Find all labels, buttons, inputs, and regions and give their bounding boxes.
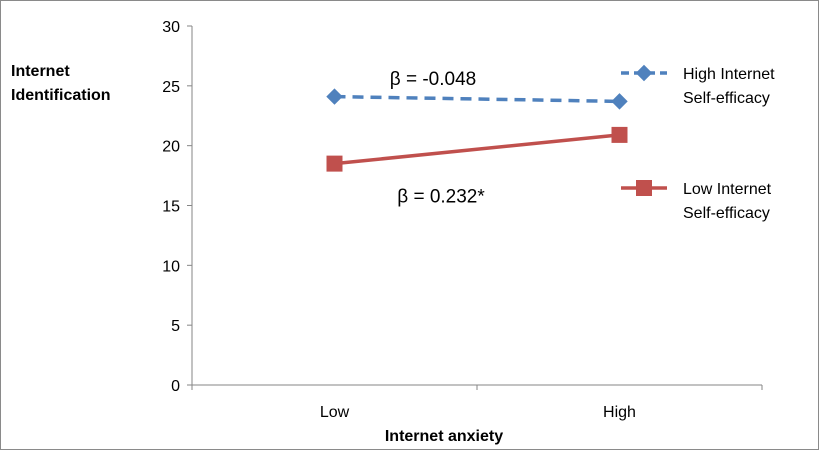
series-1 <box>326 88 628 110</box>
y-tick-label: 20 <box>162 139 180 156</box>
legend: High Internet Self-efficacy Low Internet Se… <box>621 64 775 222</box>
x-axis-title: Internet anxiety <box>385 428 503 445</box>
data-point <box>326 155 343 172</box>
y-tick-label: 0 <box>171 378 180 395</box>
series-layer <box>326 88 628 172</box>
legend-label: Self-efficacy <box>683 205 770 222</box>
x-tick-label: High <box>603 404 636 421</box>
annotation-layer: β = -0.048 β = 0.232* <box>390 69 486 207</box>
beta-annotation: β = -0.048 <box>390 69 476 90</box>
y-axis-title-line-1: Internet <box>11 63 70 80</box>
data-point <box>611 93 628 110</box>
data-point <box>611 126 628 143</box>
y-tick-label: 15 <box>162 199 180 216</box>
data-point <box>326 88 343 105</box>
legend-label: High Internet <box>683 66 775 83</box>
legend-entry: High Internet Self-efficacy <box>621 64 775 107</box>
y-axis-ticks: 0 5 10 15 20 25 30 <box>162 19 192 395</box>
x-axis-ticks: Low High <box>191 385 763 421</box>
legend-label: Low Internet <box>683 181 772 198</box>
series-2 <box>326 126 628 172</box>
y-axis-title-line-2: Identification <box>11 87 111 104</box>
series-line <box>334 94 620 104</box>
legend-marker <box>635 64 653 82</box>
y-tick-label: 30 <box>162 19 180 36</box>
legend-marker <box>636 180 652 196</box>
legend-label: Self-efficacy <box>683 90 770 107</box>
y-tick-label: 25 <box>162 79 180 96</box>
beta-annotation: β = 0.232* <box>397 186 485 207</box>
legend-entry: Low Internet Self-efficacy <box>621 180 772 222</box>
x-tick-label: Low <box>320 404 350 421</box>
y-tick-label: 10 <box>162 258 180 275</box>
y-tick-label: 5 <box>171 318 180 335</box>
series-line <box>334 133 620 166</box>
